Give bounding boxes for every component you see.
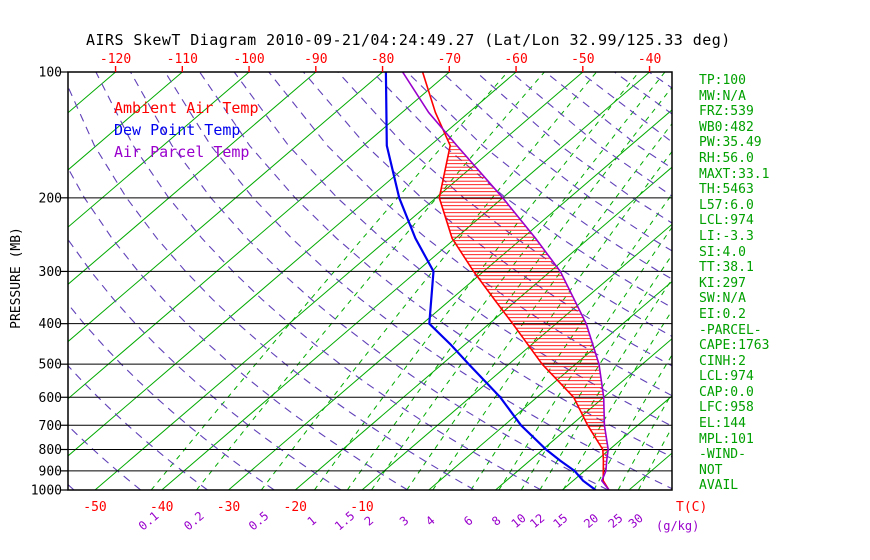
mixing-ratio-lines — [150, 72, 672, 490]
stat-line: -PARCEL- — [699, 322, 762, 338]
stat-line: -WIND- — [699, 447, 746, 463]
stat-line: CAP:0.0 — [699, 384, 754, 400]
pressure-gridlines — [68, 72, 672, 490]
svg-text:700: 700 — [39, 419, 62, 434]
stat-line: MW:N/A — [699, 88, 746, 104]
plot-frame — [67, 71, 673, 491]
svg-text:-70: -70 — [438, 52, 461, 67]
svg-text:-50: -50 — [83, 500, 106, 515]
svg-text:(g/kg): (g/kg) — [656, 519, 699, 533]
stat-line: LCL:974 — [699, 213, 754, 229]
svg-text:3: 3 — [397, 513, 412, 528]
svg-text:T(C): T(C) — [676, 500, 707, 515]
stat-line: TP:100 — [699, 73, 746, 88]
svg-text:2: 2 — [362, 513, 377, 528]
svg-text:-90: -90 — [304, 52, 327, 67]
svg-text:-110: -110 — [167, 52, 198, 67]
svg-text:12: 12 — [527, 511, 547, 531]
svg-text:-10: -10 — [350, 500, 373, 515]
bottom-temp-axis-labels: -50 -40 -30 -20 -10 T(C) — [83, 500, 707, 515]
stat-line: FRZ:539 — [699, 104, 754, 120]
svg-text:500: 500 — [39, 358, 62, 373]
isotherm-lines — [68, 72, 672, 490]
svg-text:6: 6 — [461, 513, 476, 528]
legend-air-parcel-temp: Air Parcel Temp — [114, 143, 250, 161]
pressure-axis-labels: 100 200 300 400 500 600 700 800 900 1000 PRESSURE … — [9, 66, 68, 499]
dewpoint-temp-curve — [384, 72, 597, 490]
stat-line: CINH:2 — [699, 353, 746, 369]
svg-text:-40: -40 — [638, 52, 661, 67]
svg-text:4: 4 — [423, 513, 438, 528]
stat-line: LI:-3.3 — [699, 228, 754, 244]
stat-line: AVAIL — [699, 478, 739, 494]
stat-line: TH:5463 — [699, 182, 754, 198]
legend: Ambient Air Temp Dew Point Temp Air Parc… — [114, 97, 259, 163]
svg-text:100: 100 — [39, 66, 62, 81]
svg-text:15: 15 — [550, 511, 570, 531]
svg-text:10: 10 — [509, 511, 529, 531]
svg-text:-30: -30 — [217, 500, 240, 515]
stat-line: SI:4.0 — [699, 244, 746, 260]
svg-text:-50: -50 — [571, 52, 594, 67]
stat-line: MPL:101 — [699, 431, 754, 447]
svg-text:300: 300 — [39, 265, 62, 280]
svg-text:900: 900 — [39, 464, 62, 479]
svg-text:-120: -120 — [100, 52, 131, 67]
chart-title: AIRS SkewT Diagram 2010-09-21/04:24:49.2… — [86, 31, 731, 49]
legend-dew-point-temp: Dew Point Temp — [114, 121, 241, 139]
stat-line: CAPE:1763 — [699, 338, 770, 354]
svg-text:800: 800 — [39, 443, 62, 458]
svg-text:600: 600 — [39, 391, 62, 406]
stat-line: PW:35.49 — [699, 135, 762, 151]
svg-text:-100: -100 — [233, 52, 264, 67]
stat-line: SW:N/A — [699, 291, 746, 307]
svg-text:-40: -40 — [150, 500, 173, 515]
svg-text:400: 400 — [39, 317, 62, 332]
svg-text:200: 200 — [39, 191, 62, 206]
stat-line: EL:144 — [699, 416, 746, 432]
svg-text:PRESSURE (MB): PRESSURE (MB) — [9, 227, 24, 329]
stat-line: LCL:974 — [699, 369, 754, 385]
stat-line: KI:297 — [699, 275, 746, 291]
stat-line: TT:38.1 — [699, 260, 754, 276]
svg-text:1: 1 — [305, 513, 320, 528]
ambient-temp-curve — [421, 72, 610, 490]
svg-text:8: 8 — [489, 513, 504, 528]
top-temp-axis-labels: -120 -110 -100 -90 -80 -70 -60 -50 -40 — [100, 52, 661, 72]
svg-text:0.5: 0.5 — [246, 509, 272, 534]
parcel-temp-curve — [401, 72, 610, 490]
stat-line: NOT — [699, 462, 723, 478]
svg-text:30: 30 — [626, 511, 646, 531]
cape-hatch — [439, 138, 609, 476]
stat-line: RH:56.0 — [699, 150, 754, 166]
svg-text:-60: -60 — [504, 52, 527, 67]
stat-line: L57:6.0 — [699, 197, 754, 213]
svg-text:1000: 1000 — [31, 484, 62, 499]
plot-area — [68, 72, 672, 490]
svg-text:25: 25 — [606, 511, 626, 531]
stat-line: EI:0.2 — [699, 306, 746, 322]
stats-panel: TP:100 MW:N/A FRZ:539 WB0:482 PW:35.49 RH:56.… — [699, 73, 769, 494]
svg-text:20: 20 — [581, 511, 601, 531]
stat-line: MAXT:33.1 — [699, 166, 770, 182]
legend-ambient-air-temp: Ambient Air Temp — [114, 99, 259, 117]
dry-adiabat-lines — [68, 72, 672, 490]
svg-text:-20: -20 — [284, 500, 307, 515]
svg-text:-80: -80 — [371, 52, 394, 67]
stat-line: LFC:958 — [699, 400, 754, 416]
svg-text:0.2: 0.2 — [181, 509, 207, 534]
stat-line: WB0:482 — [699, 119, 754, 135]
